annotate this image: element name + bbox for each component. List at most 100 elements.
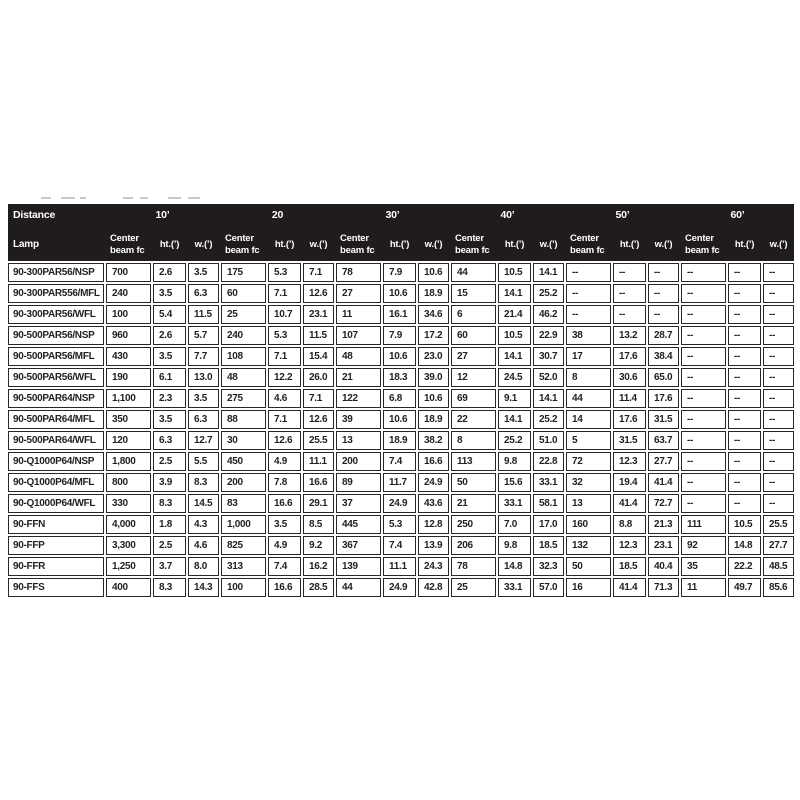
value-cell: 10.5 (498, 263, 531, 282)
value-cell: 25.2 (498, 431, 531, 450)
value-cell: 18.9 (383, 431, 416, 450)
value-cell: -- (728, 452, 761, 471)
value-cell: 33.1 (533, 473, 564, 492)
value-cell: -- (648, 284, 679, 303)
value-cell: 11 (336, 305, 381, 324)
value-cell: 39 (336, 410, 381, 429)
value-cell: 25.2 (533, 284, 564, 303)
distance-60: 60’ (681, 204, 794, 226)
value-cell: 4.6 (268, 389, 301, 408)
value-cell: 6.3 (188, 284, 219, 303)
value-cell: 24.5 (498, 368, 531, 387)
value-cell: -- (681, 389, 726, 408)
value-cell: 5.7 (188, 326, 219, 345)
value-cell: 250 (451, 515, 496, 534)
value-cell: 113 (451, 452, 496, 471)
value-cell: 22.9 (533, 326, 564, 345)
value-cell: 22.2 (728, 557, 761, 576)
value-cell: 11.5 (303, 326, 334, 345)
value-cell: 240 (106, 284, 151, 303)
value-cell: 30.6 (613, 368, 646, 387)
value-cell: -- (763, 368, 794, 387)
lamp-header: Lamp (8, 228, 104, 261)
value-cell: 8.0 (188, 557, 219, 576)
value-cell: 2.5 (153, 452, 186, 471)
value-cell: -- (681, 431, 726, 450)
value-cell: -- (728, 326, 761, 345)
value-cell: 58.1 (533, 494, 564, 513)
value-cell: 1,000 (221, 515, 266, 534)
value-cell: 27.7 (763, 536, 794, 555)
value-cell: 28.7 (648, 326, 679, 345)
value-cell: -- (681, 347, 726, 366)
value-cell: 52.0 (533, 368, 564, 387)
value-cell: 4,000 (106, 515, 151, 534)
value-cell: 9.2 (303, 536, 334, 555)
value-cell: 44 (566, 389, 611, 408)
value-cell: 72 (566, 452, 611, 471)
value-cell: 7.4 (383, 452, 416, 471)
value-cell: 46.2 (533, 305, 564, 324)
distance-50: 50’ (566, 204, 679, 226)
value-cell: 7.0 (498, 515, 531, 534)
value-cell: 57.0 (533, 578, 564, 597)
value-cell: 21.3 (648, 515, 679, 534)
value-cell: -- (681, 473, 726, 492)
center-beam-header-30: Center beam fc (336, 228, 381, 261)
value-cell: 7.1 (303, 263, 334, 282)
value-cell: 21 (451, 494, 496, 513)
value-cell: 190 (106, 368, 151, 387)
value-cell: 48 (221, 368, 266, 387)
value-cell: 89 (336, 473, 381, 492)
height-header-20: ht.(’) (268, 228, 301, 261)
value-cell: 92 (681, 536, 726, 555)
value-cell: 24.9 (418, 473, 449, 492)
value-cell: 12 (451, 368, 496, 387)
value-cell: 108 (221, 347, 266, 366)
value-cell: 3.5 (268, 515, 301, 534)
value-cell: 7.7 (188, 347, 219, 366)
value-cell: 14.1 (498, 410, 531, 429)
value-cell: 122 (336, 389, 381, 408)
value-cell: 22 (451, 410, 496, 429)
height-header-60: ht.(’) (728, 228, 761, 261)
value-cell: 5.3 (383, 515, 416, 534)
value-cell: 30 (221, 431, 266, 450)
value-cell: 8.5 (303, 515, 334, 534)
value-cell: 21 (336, 368, 381, 387)
value-cell: 23.1 (303, 305, 334, 324)
value-cell: 83 (221, 494, 266, 513)
value-cell: -- (728, 473, 761, 492)
lamp-cell: 90-FFP (8, 536, 104, 555)
value-cell: 4.9 (268, 536, 301, 555)
value-cell: 240 (221, 326, 266, 345)
value-cell: 445 (336, 515, 381, 534)
value-cell: 5.3 (268, 263, 301, 282)
value-cell: 35 (681, 557, 726, 576)
value-cell: 3.7 (153, 557, 186, 576)
value-cell: 3.5 (153, 410, 186, 429)
value-cell: 42.8 (418, 578, 449, 597)
value-cell: 3.5 (188, 263, 219, 282)
value-cell: 78 (336, 263, 381, 282)
value-cell: 14 (566, 410, 611, 429)
value-cell: 27.7 (648, 452, 679, 471)
value-cell: 367 (336, 536, 381, 555)
value-cell: -- (681, 305, 726, 324)
photometric-table: Distance 10’ 20 30’ 40’ 50’ 60’ Lamp Cen… (8, 204, 794, 597)
value-cell: -- (648, 263, 679, 282)
value-cell: 10.6 (418, 389, 449, 408)
width-header-10: w.(’) (188, 228, 219, 261)
value-cell: 5 (566, 431, 611, 450)
value-cell: 51.0 (533, 431, 564, 450)
width-header-30: w.(’) (418, 228, 449, 261)
value-cell: 7.1 (268, 410, 301, 429)
value-cell: 16.6 (303, 473, 334, 492)
value-cell: 10.7 (268, 305, 301, 324)
value-cell: 700 (106, 263, 151, 282)
table-header: Distance 10’ 20 30’ 40’ 50’ 60’ Lamp Cen… (8, 204, 794, 261)
center-beam-header-40: Center beam fc (451, 228, 496, 261)
value-cell: 72.7 (648, 494, 679, 513)
value-cell: 32 (566, 473, 611, 492)
value-cell: 200 (221, 473, 266, 492)
